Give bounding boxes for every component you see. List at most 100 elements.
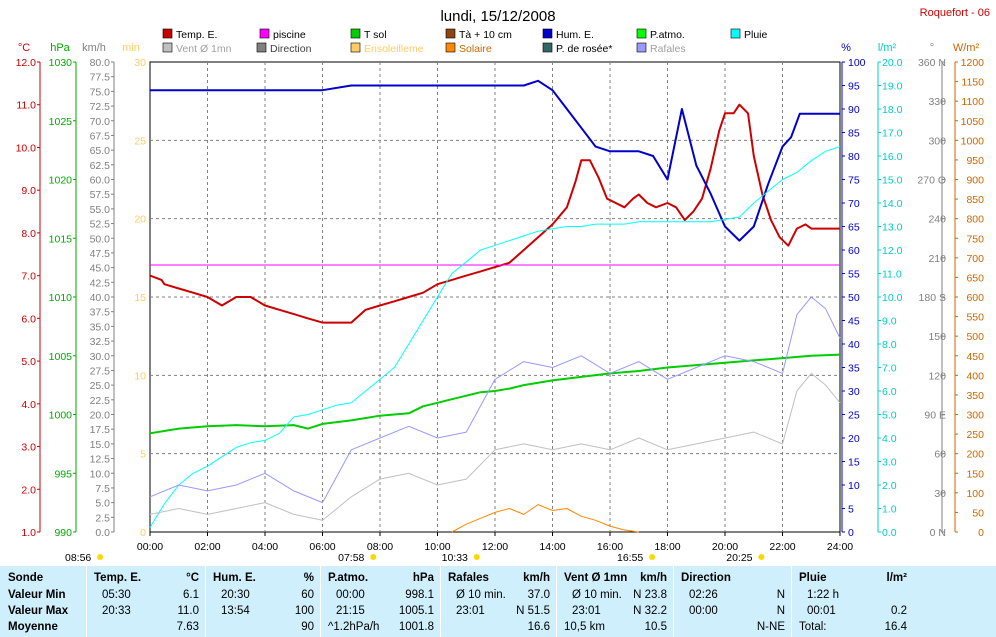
y-axis-unit: hPa	[50, 42, 70, 54]
y-tick-label: 40.0	[90, 292, 111, 304]
stats-cell: °C	[186, 572, 199, 584]
legend-label: Hum. E.	[556, 29, 594, 41]
y-tick-label: 1005	[49, 351, 73, 363]
y-tick-label: 75.0	[90, 86, 111, 98]
y-tick-label: 800	[966, 214, 984, 226]
y-tick-label: 1000	[961, 135, 985, 147]
stats-cell: 00:01	[807, 605, 836, 617]
stats-cell: 23:01	[456, 605, 485, 617]
y-tick-label: 72.5	[90, 101, 111, 113]
sun-event-icon	[649, 554, 656, 560]
y-tick-label: 18.0	[882, 104, 903, 116]
y-tick-label: 150	[928, 331, 946, 343]
legend-swatch	[256, 42, 267, 53]
stats-cell: 00:00	[336, 589, 365, 601]
stats-cell: N-NE	[756, 621, 785, 633]
stats-column: Direction 02:26 N 00:00 N N-NE	[675, 566, 791, 637]
y-tick-label: 1100	[961, 96, 984, 108]
y-tick-label: 16.0	[882, 151, 903, 163]
sun-event-icon	[473, 554, 480, 560]
y-tick-label: 47.5	[90, 248, 111, 260]
legend-swatch	[350, 28, 361, 39]
y-tick-label: 1150	[961, 77, 984, 89]
y-tick-label: 850	[966, 194, 984, 206]
stats-cell: 21:15	[336, 605, 365, 617]
legend-swatch	[542, 28, 553, 39]
y-axis-unit: °	[930, 42, 934, 54]
y-axis-unit: km/h	[82, 42, 106, 54]
y-tick-label: 0 N	[930, 527, 946, 539]
y-tick-label: 330	[928, 96, 946, 108]
stats-cell: 16.6	[527, 621, 550, 633]
series-line	[149, 103, 840, 324]
stats-cell: Ø 10 min.	[456, 589, 506, 601]
y-tick-label: 15.0	[90, 439, 111, 451]
stats-cell: Valeur Min	[8, 589, 66, 601]
x-axis-ticks: 00:00 02:00 04:00 06:00 08:00 10:00 12:00 14:00…	[137, 532, 853, 553]
y-tick-label: 1020	[49, 175, 73, 187]
y-tick-label: 0	[978, 527, 984, 539]
legend-label: Pluie	[744, 29, 768, 41]
stats-column: P.atmo. hPa 00:00 998.1 21:15 1005.1 ^1.2hPa/h…	[322, 566, 440, 637]
y-tick-label: 10.0	[882, 292, 903, 304]
y-tick-label: 19.0	[882, 81, 903, 93]
column-separator	[205, 566, 206, 637]
stats-cell: %	[303, 572, 314, 584]
y-tick-label: 3.0	[21, 442, 36, 454]
y-tick-label: 14.0	[882, 198, 903, 210]
stats-cell: 7.63	[176, 621, 199, 633]
y-tick-label: 10.0	[16, 142, 37, 154]
x-tick-label: 08:00	[367, 541, 393, 553]
y-tick-label: 100	[848, 57, 866, 69]
y-tick-label: 10.0	[90, 468, 111, 480]
legend-swatch	[542, 42, 553, 53]
y-tick-label: 50.0	[90, 233, 111, 245]
series-line	[451, 504, 639, 533]
legend-label: Direction	[270, 43, 312, 55]
y-tick-label: 120	[928, 370, 946, 382]
legend-swatch	[259, 28, 270, 39]
y-tick-label: 950	[966, 155, 984, 167]
column-separator	[320, 566, 321, 637]
series-line	[149, 372, 841, 521]
y-tick-label: 600	[966, 292, 984, 304]
stats-cell: Vent Ø 1mn	[564, 572, 628, 584]
y-tick-label: 37.5	[90, 307, 111, 319]
sun-event-label: 07:58	[338, 552, 364, 564]
legend-swatch	[445, 28, 456, 39]
y-tick-label: 8.0	[21, 228, 36, 240]
y-tick-label: 20	[134, 214, 146, 226]
y-tick-label: 150	[966, 468, 984, 480]
sun-event-label: 20:25	[726, 552, 752, 564]
stats-cell: km/h	[640, 572, 667, 584]
y-tick-label: 1000	[49, 410, 73, 422]
x-tick-label: 10:00	[424, 541, 450, 553]
y-tick-label: 77.5	[90, 72, 111, 84]
stats-cell: Ø 10 min.	[572, 589, 622, 601]
x-tick-label: 04:00	[252, 541, 278, 553]
y-tick-label: 90	[848, 104, 860, 116]
y-tick-label: 55	[848, 269, 860, 281]
y-tick-label: 5	[848, 504, 854, 516]
stats-cell: l/m²	[886, 572, 907, 584]
y-tick-label: 1010	[49, 292, 73, 304]
y-tick-label: 1200	[961, 57, 985, 69]
series-line	[149, 296, 841, 504]
legend-swatch	[162, 28, 173, 39]
stats-cell: 20:33	[102, 605, 131, 617]
x-tick-label: 20:00	[712, 541, 738, 553]
stats-cell: 6.1	[183, 589, 199, 601]
x-tick-label: 24:00	[827, 541, 853, 553]
y-tick-label: 900	[966, 175, 984, 187]
stats-cell: 1:22 h	[807, 589, 839, 601]
y-tick-label: 12.5	[90, 454, 111, 466]
y-tick-label: 1030	[49, 57, 73, 69]
x-tick-label: 18:00	[654, 541, 680, 553]
y-tick-label: 90 E	[924, 410, 946, 422]
stats-cell: ^1.2hPa/h	[328, 621, 380, 633]
y-tick-label: 65	[848, 222, 860, 234]
y-tick-label: 30	[848, 386, 860, 398]
stats-cell: 37.0	[527, 589, 550, 601]
x-tick-label: 06:00	[309, 541, 335, 553]
y-tick-label: 12.0	[16, 57, 37, 69]
